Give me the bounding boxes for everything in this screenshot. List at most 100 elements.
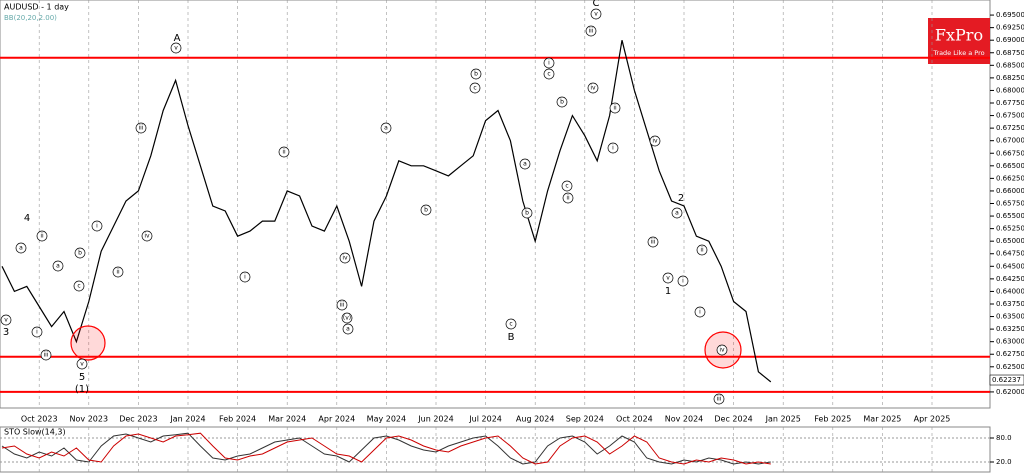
x-tick-label: Nov 2023 xyxy=(70,415,109,424)
wave-circle xyxy=(0,314,12,326)
y-tick-label: 0.68750 xyxy=(996,49,1024,57)
last-price: 0.62237 xyxy=(992,376,1021,384)
wave-circle xyxy=(713,393,725,405)
y-tick-label: 0.64500 xyxy=(996,262,1024,270)
chart-title: AUDUSD - 1 day xyxy=(4,3,69,12)
y-tick-label: 0.66000 xyxy=(996,187,1024,195)
wave-circle xyxy=(336,299,348,311)
wave-circle xyxy=(36,230,48,242)
wave-circle xyxy=(339,252,351,264)
wave-label: v xyxy=(174,45,178,52)
logo-box xyxy=(928,18,990,64)
oscillator-panel xyxy=(0,426,991,473)
wave-label: i xyxy=(244,274,246,281)
x-tick-label: Apr 2024 xyxy=(318,415,355,424)
wave-label: ii xyxy=(700,247,704,254)
series-line xyxy=(1,40,772,383)
wave-label: B xyxy=(508,332,515,343)
wave-label: b xyxy=(525,210,529,217)
wave-label: c xyxy=(547,71,550,78)
wave-circle xyxy=(341,312,353,324)
wave-circle xyxy=(40,349,52,361)
x-tick-label: Dec 2024 xyxy=(714,415,752,424)
y-tick-label: 0.65000 xyxy=(996,237,1024,245)
x-tick-label: May 2024 xyxy=(367,415,406,424)
wave-circle xyxy=(15,242,27,254)
wave-label: 4 xyxy=(24,213,30,224)
wave-circle xyxy=(716,344,728,356)
y-tick-label: 0.69250 xyxy=(996,24,1024,32)
wave-circle xyxy=(556,96,568,108)
y-tick-label: 0.66500 xyxy=(996,162,1024,170)
wave-circle xyxy=(278,146,290,158)
y-tick-label: 0.64000 xyxy=(996,287,1024,295)
y-tick-label: 0.65250 xyxy=(996,225,1024,233)
y-tick-label: 0.67750 xyxy=(996,99,1024,107)
wave-label: c xyxy=(77,283,80,290)
wave-label: 2 xyxy=(678,193,684,204)
wave-circle xyxy=(647,236,659,248)
wave-label: v xyxy=(80,361,84,368)
wave-label: a xyxy=(56,263,60,270)
wave-circle xyxy=(420,204,432,216)
y-tick-label: 0.67000 xyxy=(996,137,1024,145)
wave-circle xyxy=(135,122,147,134)
x-tick-label: Aug 2024 xyxy=(516,415,555,424)
wave-circle xyxy=(73,280,85,292)
x-tick-label: Oct 2023 xyxy=(21,415,58,424)
y-tick-label: 0.63500 xyxy=(996,313,1024,321)
wave-circle xyxy=(239,271,251,283)
wave-label: ii xyxy=(116,269,120,276)
wave-label: (1) xyxy=(75,384,89,395)
x-tick-label: Jan 2024 xyxy=(169,415,205,424)
wave-label: a xyxy=(384,125,388,132)
y-tick-label: 0.69500 xyxy=(996,11,1024,19)
y-tick-label: 0.68250 xyxy=(996,74,1024,82)
highlight-circle xyxy=(70,325,106,361)
wave-circle xyxy=(519,158,531,170)
x-tick-label: Apr 2025 xyxy=(914,415,951,424)
wave-label: ii xyxy=(40,233,44,240)
wave-label: iv xyxy=(719,347,725,354)
wave-circle xyxy=(662,272,674,284)
wave-circle xyxy=(671,207,683,219)
wave-circle xyxy=(380,122,392,134)
x-tick-label: Feb 2024 xyxy=(219,415,256,424)
wave-circle xyxy=(590,8,602,20)
wave-label: 1 xyxy=(665,286,671,297)
wave-circle xyxy=(607,142,619,154)
wave-label: C xyxy=(593,0,600,9)
wave-label: b xyxy=(474,71,478,78)
wave-label: iv xyxy=(652,138,658,145)
x-tick-label: Feb 2025 xyxy=(814,415,851,424)
wave-label: b xyxy=(424,207,428,214)
wave-label: a xyxy=(675,210,679,217)
y-tick-label: 0.66750 xyxy=(996,149,1024,157)
wave-label: A xyxy=(174,33,181,44)
wave-label: iii xyxy=(339,302,344,309)
x-tick-label: Sep 2024 xyxy=(566,415,604,424)
wave-circle xyxy=(76,358,88,370)
wave-circle xyxy=(587,82,599,94)
wave-circle xyxy=(342,323,354,335)
x-tick-label: Jun 2024 xyxy=(417,415,453,424)
y-tick-label: 0.63250 xyxy=(996,325,1024,333)
y-tick-label: 0.65750 xyxy=(996,199,1024,207)
logo-tagline: Trade Like a Pro xyxy=(932,49,984,57)
wave-circle xyxy=(112,266,124,278)
x-tick-label: Jul 2024 xyxy=(468,415,502,424)
wave-circle xyxy=(170,42,182,54)
wave-label: 3 xyxy=(3,327,9,338)
wave-label: iii xyxy=(716,396,721,403)
y-tick-label: 0.66250 xyxy=(996,174,1024,182)
wave-label: c xyxy=(565,183,568,190)
y-tick-label: 0.63750 xyxy=(996,300,1024,308)
y-tick-label: 0.62500 xyxy=(996,363,1024,371)
x-tick-label: Jan 2025 xyxy=(765,415,801,424)
wave-label: v xyxy=(594,11,598,18)
wave-circle xyxy=(52,260,64,272)
x-tick-label: Mar 2025 xyxy=(863,415,901,424)
wave-circle xyxy=(91,220,103,232)
logo-brand: FxPro xyxy=(935,26,983,45)
wave-label: (v) xyxy=(343,315,351,322)
